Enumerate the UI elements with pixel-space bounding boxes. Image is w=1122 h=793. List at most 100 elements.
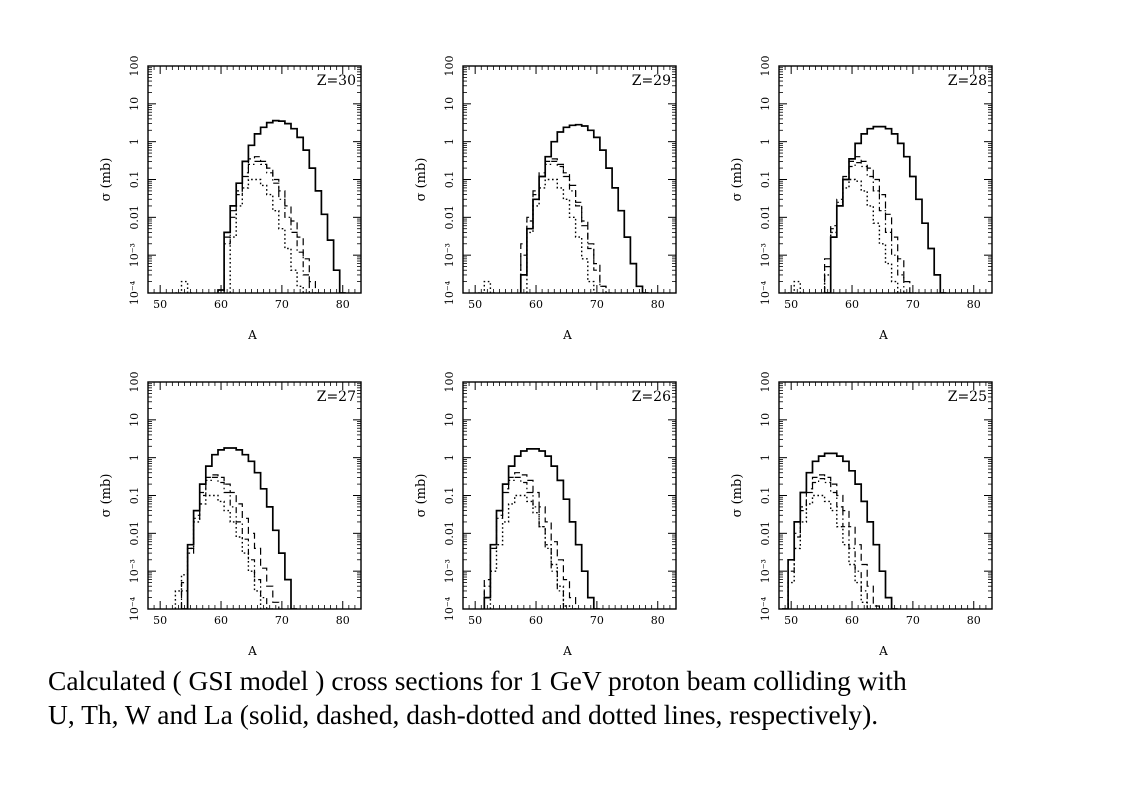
series-dash-dotted <box>180 476 273 609</box>
plot-frame <box>147 65 362 294</box>
y-tick-label: 0.01 <box>443 205 456 230</box>
y-tick-label: 10 <box>443 97 456 111</box>
x-tick-label: 70 <box>590 298 604 311</box>
x-tick-label: 80 <box>651 614 665 627</box>
y-axis-label: σ (mb) <box>99 474 114 518</box>
y-tick-label: 100 <box>128 56 141 77</box>
series-solid <box>181 447 298 609</box>
y-tick-label: 10⁻³ <box>759 243 772 267</box>
y-tick-label: 1 <box>128 454 141 461</box>
figure-panels: 10⁻⁴ 10⁻³ 0.01 0.1 1 10 100 50 60 70 80 Aσ (mb) Z=30… <box>99 56 993 658</box>
x-axis-label: A <box>562 328 572 342</box>
y-tick-label: 0.1 <box>759 487 772 505</box>
y-tick-label: 10⁻³ <box>443 243 456 267</box>
y-axis-label: σ (mb) <box>414 158 429 202</box>
x-tick-label: 60 <box>529 614 543 627</box>
y-axis-label: σ (mb) <box>414 474 429 518</box>
series-dashed <box>787 474 886 609</box>
series-dotted <box>174 494 273 609</box>
y-tick-label: 10 <box>128 413 141 427</box>
series-dash-dotted <box>483 476 576 609</box>
y-tick-label: 100 <box>443 56 456 77</box>
x-tick-label: 60 <box>845 614 859 627</box>
y-tick-label: 0.01 <box>759 521 772 546</box>
panel-label: Z=29 <box>632 73 671 89</box>
panel-5: 10⁻⁴ 10⁻³ 0.01 0.1 1 10 100 50 60 70 80 Aσ (mb) Z=25 <box>730 372 993 658</box>
x-tick-label: 80 <box>336 614 350 627</box>
x-tick-label: 80 <box>336 298 350 311</box>
x-axis-label: A <box>247 328 257 342</box>
x-axis-label: A <box>247 644 257 658</box>
y-tick-label: 10⁻⁴ <box>759 280 772 305</box>
series-dash-dotted <box>787 478 880 609</box>
y-tick-label: 0.1 <box>443 487 456 505</box>
series-dotted <box>489 494 576 609</box>
x-tick-label: 50 <box>468 298 482 311</box>
y-tick-label: 10⁻³ <box>128 243 141 267</box>
y-tick-label: 10 <box>443 413 456 427</box>
y-tick-label: 0.01 <box>443 521 456 546</box>
y-tick-label: 10⁻³ <box>128 559 141 583</box>
x-tick-label: 80 <box>651 298 665 311</box>
series-dashed <box>180 474 285 609</box>
x-tick-label: 70 <box>590 614 604 627</box>
y-tick-label: 10⁻⁴ <box>128 280 141 305</box>
series-dashed <box>483 472 588 609</box>
panel-1: 10⁻⁴ 10⁻³ 0.01 0.1 1 10 100 50 60 70 80 Aσ (mb) Z=29 <box>414 56 677 342</box>
series-solid <box>519 123 649 293</box>
y-tick-label: 10⁻⁴ <box>443 280 456 305</box>
panel-4: 10⁻⁴ 10⁻³ 0.01 0.1 1 10 100 50 60 70 80 Aσ (mb) Z=26 <box>414 372 677 658</box>
x-tick-label: 60 <box>214 298 228 311</box>
y-tick-label: 100 <box>128 372 141 393</box>
series-dash-dotted <box>520 160 613 293</box>
series-dotted <box>478 178 606 293</box>
y-tick-label: 0.1 <box>443 171 456 189</box>
series-dotted <box>175 178 310 293</box>
series-dashed <box>824 156 916 293</box>
series-dashed <box>520 158 613 293</box>
y-tick-label: 1 <box>128 138 141 145</box>
y-tick-label: 0.1 <box>759 171 772 189</box>
x-tick-label: 70 <box>906 298 920 311</box>
x-tick-label: 80 <box>967 298 981 311</box>
y-tick-label: 10⁻³ <box>759 559 772 583</box>
x-tick-label: 60 <box>214 614 228 627</box>
x-tick-label: 50 <box>784 614 798 627</box>
y-axis-label: σ (mb) <box>730 474 745 518</box>
series-dash-dotted <box>824 162 916 293</box>
x-axis-label: A <box>878 328 888 342</box>
series-solid <box>824 125 947 293</box>
panel-label: Z=30 <box>317 73 356 89</box>
y-tick-label: 100 <box>443 372 456 393</box>
y-tick-label: 10 <box>759 413 772 427</box>
y-tick-label: 100 <box>759 372 772 393</box>
panel-0: 10⁻⁴ 10⁻³ 0.01 0.1 1 10 100 50 60 70 80 Aσ (mb) Z=30 <box>99 56 362 342</box>
x-tick-label: 50 <box>468 614 482 627</box>
y-tick-label: 10⁻⁴ <box>128 596 141 621</box>
series-solid <box>483 448 600 609</box>
panel-label: Z=27 <box>317 389 356 405</box>
x-axis-label: A <box>878 644 888 658</box>
y-tick-label: 0.01 <box>759 205 772 230</box>
y-axis-label: σ (mb) <box>99 158 114 202</box>
series-solid <box>217 119 346 293</box>
y-tick-label: 1 <box>443 454 456 461</box>
y-tick-label: 1 <box>759 138 772 145</box>
series-solid <box>782 452 898 609</box>
y-tick-label: 0.01 <box>128 205 141 230</box>
panel-2: 10⁻⁴ 10⁻³ 0.01 0.1 1 10 100 50 60 70 80 Aσ (mb) Z=28 <box>730 56 993 342</box>
series-dotted <box>788 178 910 293</box>
series-dotted <box>787 494 880 609</box>
x-axis-label: A <box>562 644 572 658</box>
y-tick-label: 1 <box>443 138 456 145</box>
series-dashed <box>223 156 322 293</box>
y-tick-label: 10⁻⁴ <box>759 596 772 621</box>
y-tick-label: 100 <box>759 56 772 77</box>
y-tick-label: 0.1 <box>128 487 141 505</box>
x-tick-label: 60 <box>529 298 543 311</box>
panel-label: Z=28 <box>948 73 987 89</box>
panel-label: Z=25 <box>948 389 987 405</box>
y-tick-label: 10 <box>759 97 772 111</box>
panel-3: 10⁻⁴ 10⁻³ 0.01 0.1 1 10 100 50 60 70 80 Aσ (mb) Z=27 <box>99 372 362 658</box>
x-tick-label: 70 <box>275 298 289 311</box>
